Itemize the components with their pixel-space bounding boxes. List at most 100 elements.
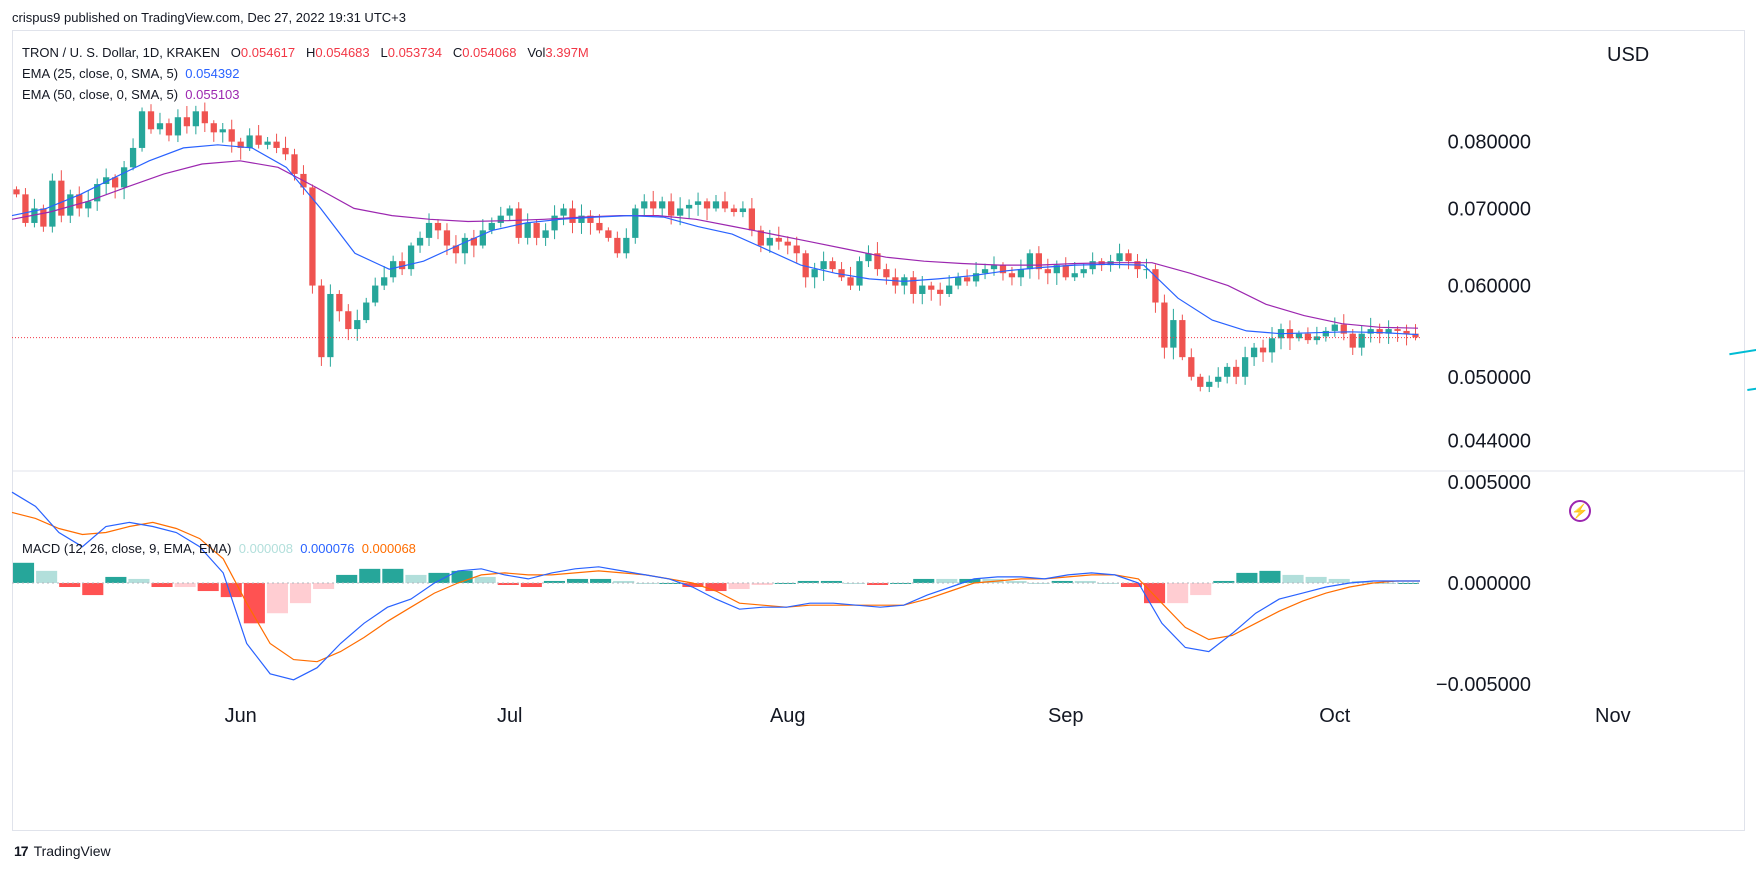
candle-body [587, 215, 594, 223]
ema25-line [11, 144, 1419, 336]
candle-body [210, 123, 217, 133]
candle-body [1304, 333, 1312, 341]
candle-body [363, 302, 370, 321]
candle-body [174, 117, 182, 136]
footer-brand[interactable]: 17 TradingView [14, 843, 111, 859]
candle-body [156, 123, 164, 130]
candle-body [219, 129, 226, 133]
candle-body [748, 208, 756, 231]
candle-body [94, 184, 101, 202]
candle-body [76, 194, 83, 209]
x-tick-label: Aug [770, 705, 806, 727]
macd-histogram-bar [13, 562, 35, 583]
candle-body [1233, 366, 1240, 377]
candle-body [1188, 357, 1195, 377]
ema25-value: 0.054392 [185, 66, 240, 81]
candle-body [712, 201, 720, 209]
candle-body [578, 215, 585, 223]
candle-body [1403, 330, 1410, 334]
candle-body [623, 237, 630, 254]
candle-body [407, 245, 415, 270]
candle-body [1044, 269, 1051, 274]
candle-body [434, 222, 442, 231]
macd-tick-label: −0.005000 [1436, 674, 1531, 696]
candle-body [1125, 253, 1132, 262]
x-tick-label: Jun [225, 705, 257, 727]
candle-body [452, 245, 460, 254]
macd-value: 0.000076 [300, 541, 355, 556]
candle-body [381, 277, 388, 286]
volume-value: 3.397M [545, 45, 589, 60]
candle-body [264, 141, 271, 145]
ema50-line [11, 160, 1419, 329]
macd-histogram-bar [151, 582, 173, 588]
macd-histogram-bar [1051, 580, 1073, 583]
ema50-label: EMA (50, close, 0, SMA, 5) [22, 87, 179, 102]
candle-body [766, 237, 773, 246]
candle-body [1026, 253, 1034, 270]
candle-body [67, 194, 74, 216]
macd-tick-label: 0.005000 [1448, 472, 1531, 494]
symbol-label: TRON / U. S. Dollar, 1D, KRAKEN [22, 45, 220, 60]
candle-body [111, 177, 119, 188]
candle-body [1295, 333, 1303, 339]
candle-body [614, 237, 621, 254]
macd-histogram-bar [867, 582, 889, 585]
candle-body [1008, 273, 1016, 278]
macd-histogram-bar [566, 578, 589, 583]
candle-body [1322, 330, 1329, 337]
macd-histogram-bar [1374, 582, 1396, 584]
candle-body [31, 208, 38, 223]
macd-histogram-bar [728, 582, 750, 590]
candle-body [497, 215, 504, 223]
macd-histogram-bar [913, 578, 935, 583]
candle-body [1385, 329, 1392, 334]
candle-body [1340, 324, 1347, 334]
candle-body [847, 277, 854, 286]
candle-body [1197, 376, 1204, 387]
macd-histogram-bar [1120, 582, 1143, 588]
candle-body [856, 261, 863, 286]
macd-histogram-bar [520, 582, 542, 588]
currency-label: USD [1607, 44, 1650, 66]
candle-body [560, 208, 567, 216]
candle-body [542, 230, 549, 238]
candle-body [1170, 320, 1177, 348]
candle-body [1241, 357, 1249, 377]
candle-body [1179, 320, 1186, 358]
price-tick-label: 0.060000 [1448, 276, 1531, 298]
candle-body [237, 141, 244, 148]
candle-body [192, 111, 199, 127]
candle-body [165, 123, 173, 136]
macd-histogram-bar [128, 578, 150, 583]
candle-body [811, 269, 818, 278]
price-axis: 0.080000 0.070000 0.060000 0.050000 0.044000… [225, 132, 1631, 727]
candle-body [461, 237, 469, 254]
candle-body [336, 293, 343, 312]
candle-body [1215, 376, 1222, 382]
candle-body [345, 311, 352, 330]
macd-histogram-bar [1213, 580, 1235, 583]
ema50-value: 0.055103 [185, 87, 240, 102]
open-value: 0.054617 [240, 45, 296, 60]
lightning-icon[interactable]: ⚡ [1569, 500, 1591, 522]
price-tick-label: 0.070000 [1448, 198, 1531, 220]
main-legend: TRON / U. S. Dollar, 1D, KRAKEN O0.05461… [22, 45, 589, 60]
candle-body [981, 269, 989, 274]
candle-body [479, 230, 486, 246]
price-pane [11, 102, 1756, 472]
macd-histogram-bar [1005, 580, 1027, 583]
ema50-legend: EMA (50, close, 0, SMA, 5) 0.055103 [22, 87, 240, 102]
macd-histogram-bar [1167, 582, 1189, 604]
open-label: O [230, 45, 241, 60]
volume-label: Vol [527, 45, 546, 60]
macd-histogram-bar [82, 582, 104, 596]
candle-body [318, 285, 325, 358]
candle-body [58, 180, 65, 216]
candle-body [739, 208, 747, 213]
close-value: 0.054068 [462, 45, 517, 60]
candle-body [1080, 269, 1087, 274]
macd-histogram-bar [1305, 576, 1327, 583]
x-tick-label: Sep [1048, 705, 1084, 727]
